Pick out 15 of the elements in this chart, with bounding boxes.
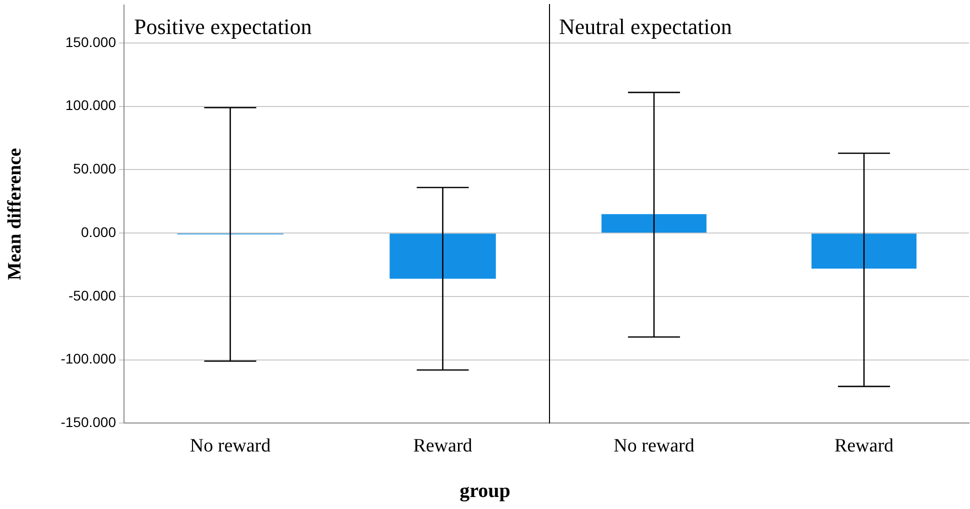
x-tick-label: No reward	[190, 436, 272, 457]
y-axis-title: Mean difference	[4, 148, 26, 280]
x-axis-title: group	[458, 480, 512, 503]
x-tick-label: No reward	[614, 436, 695, 457]
y-tick-label: 50.000	[73, 160, 116, 177]
y-tick-label: -50.000	[68, 287, 116, 304]
y-tick-label: 100.000	[65, 97, 116, 114]
chart-title: Positive expectation	[134, 14, 312, 39]
y-tick-label: -150.000	[60, 414, 116, 430]
x-tick-label: Reward	[834, 436, 894, 457]
y-tick-label: 0.000	[80, 224, 116, 240]
x-tick-label: Reward	[413, 436, 473, 457]
y-tick-label: -100.000	[60, 350, 116, 367]
chart-title: Neutral expectation	[559, 14, 732, 39]
y-tick-label: 150.000	[65, 34, 116, 50]
